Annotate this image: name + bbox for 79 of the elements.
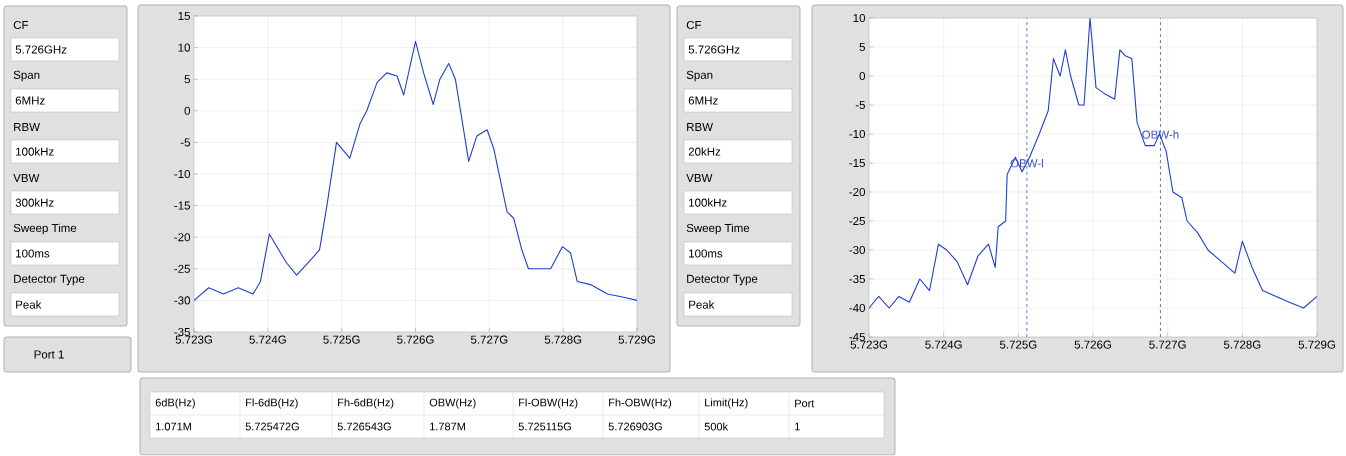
y-tick-label: 0 xyxy=(859,72,866,81)
y-tick-label: 5 xyxy=(859,43,865,52)
text: Limit(Hz) xyxy=(705,398,748,409)
x-tick-label: 5.728G xyxy=(544,335,582,344)
x-tick-label: 5.729G xyxy=(1298,340,1335,349)
x-tick-label: 5.728G xyxy=(1223,340,1261,349)
text: 1.071M xyxy=(156,422,191,431)
x-tick-label: 5.727G xyxy=(1149,340,1186,349)
y-tick-label: 15 xyxy=(178,12,190,21)
text: Span xyxy=(13,71,40,82)
y-tick-label: -25 xyxy=(174,264,190,274)
text: Port 1 xyxy=(34,350,64,359)
text: 1 xyxy=(795,422,800,431)
text: 6MHz xyxy=(688,96,718,105)
text: 5.725115G xyxy=(518,422,571,431)
y-tick-label: -15 xyxy=(849,159,865,168)
text: 5.725472G xyxy=(245,422,299,431)
text: Fl-OBW(Hz) xyxy=(519,398,578,409)
text: Peak xyxy=(16,300,42,309)
x-tick-label: 5.724G xyxy=(925,340,962,349)
y-tick-label: -5 xyxy=(180,138,190,147)
y-tick-label: -30 xyxy=(174,296,191,305)
text: 5.726GHz xyxy=(15,45,67,54)
text: 100ms xyxy=(689,249,723,258)
x-tick-label: 5.726G xyxy=(1074,340,1111,349)
text: 5.726543G xyxy=(337,422,391,431)
text: 100kHz xyxy=(16,147,54,156)
y-tick-label: -35 xyxy=(849,275,865,284)
text: Sweep Time xyxy=(13,223,77,235)
y-tick-label: -30 xyxy=(849,246,866,255)
x-tick-label: 5.729G xyxy=(618,335,655,344)
text: CF xyxy=(686,21,702,30)
x-tick-label: 5.726G xyxy=(397,335,434,344)
text: Port xyxy=(795,399,815,408)
text: 6MHz xyxy=(15,96,45,105)
text: 500k xyxy=(704,422,729,431)
text: VBW xyxy=(13,174,40,183)
y-tick-label: 10 xyxy=(178,43,191,52)
x-tick-label: 5.723G xyxy=(850,340,887,349)
text: RBW xyxy=(687,123,713,132)
y-tick-label: -25 xyxy=(849,217,865,226)
text: 100ms xyxy=(16,249,50,258)
text: Sweep Time xyxy=(686,223,750,235)
x-tick-label: 5.723G xyxy=(175,335,212,344)
text: VBW xyxy=(686,174,713,183)
y-tick-label: -20 xyxy=(174,233,191,242)
ref-line-label: OBW-h xyxy=(1142,130,1179,139)
text: RBW xyxy=(14,123,40,132)
y-tick-label: 10 xyxy=(853,14,866,23)
text: Peak xyxy=(689,300,715,309)
text: 100kHz xyxy=(689,198,727,207)
y-tick-label: -45 xyxy=(849,333,865,342)
x-tick-label: 5.724G xyxy=(249,335,286,344)
y-tick-label: -15 xyxy=(174,201,190,210)
y-tick-label: -20 xyxy=(849,188,866,197)
x-tick-label: 5.727G xyxy=(470,335,508,344)
y-tick-label: -35 xyxy=(174,328,190,337)
y-tick-label: -10 xyxy=(174,170,191,179)
y-tick-label: -10 xyxy=(849,130,866,139)
y-tick-label: -5 xyxy=(855,101,865,110)
text: 1.787M xyxy=(430,422,465,431)
y-tick-label: -40 xyxy=(849,304,866,313)
text: 5.726GHz xyxy=(688,45,740,54)
text: OBW(Hz) xyxy=(429,398,476,409)
text: Span xyxy=(686,71,713,82)
text: Fl-6dB(Hz) xyxy=(246,398,298,409)
text: 20kHz xyxy=(688,147,721,156)
text: 6dB(Hz) xyxy=(155,398,195,409)
text: 300kHz xyxy=(15,198,54,207)
x-tick-label: 5.725G xyxy=(999,340,1037,349)
text: Fh-OBW(Hz) xyxy=(609,398,672,409)
text: Fh-6dB(Hz) xyxy=(338,398,394,409)
y-tick-label: 0 xyxy=(184,106,191,116)
text: Detector Type xyxy=(687,275,758,286)
text: Detector Type xyxy=(14,275,85,286)
text: 5.726903G xyxy=(608,422,662,431)
x-tick-label: 5.725G xyxy=(323,335,360,344)
y-tick-label: 5 xyxy=(184,75,190,84)
text: CF xyxy=(13,21,29,30)
